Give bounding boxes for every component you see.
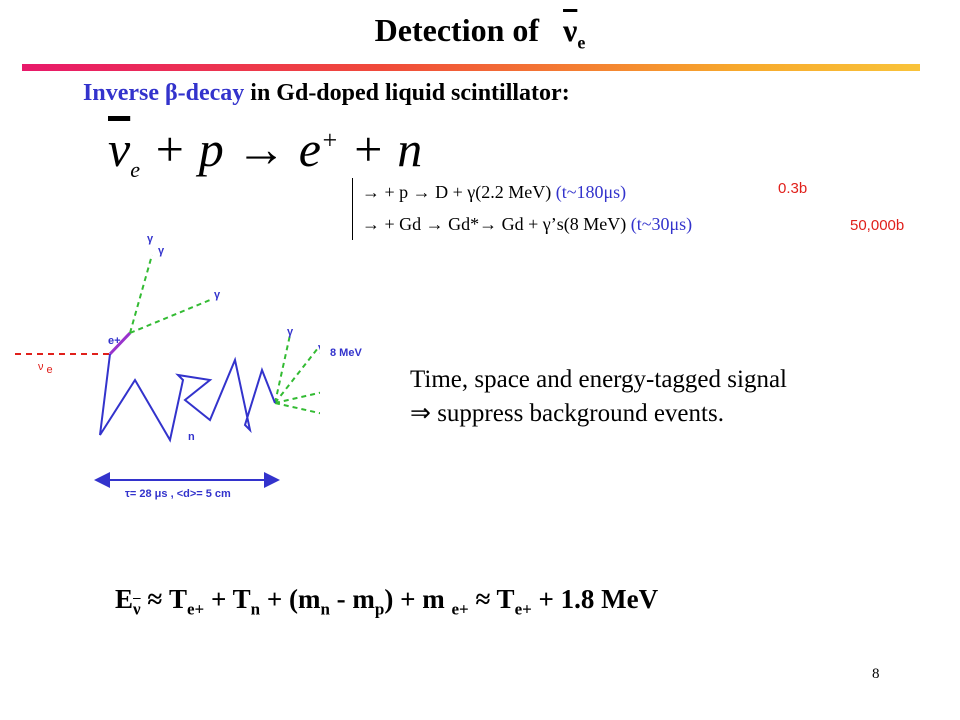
header-rule <box>22 64 920 71</box>
eq-text: + T <box>204 584 251 614</box>
eq-text: E <box>115 584 134 614</box>
signal-note: ⇒ suppress background events. <box>410 400 724 427</box>
eq-sub: e+ <box>186 599 205 619</box>
eq-sub: e+ <box>451 599 469 619</box>
eq-positron: e <box>298 121 321 177</box>
title-subscript: e <box>577 32 586 53</box>
gamma-label: γ <box>147 233 154 245</box>
reaction: → + p → D + γ(2.2 MeV) (t~180μs) <box>362 182 626 203</box>
energy-label: 8 MeV <box>330 347 362 359</box>
title: Detection of νe <box>0 12 960 53</box>
event-diagram: e+ νe γ γ γ γ γ γ γ n τ= 28 μs , <d>= 5 … <box>15 233 320 500</box>
eq-text: ) + m <box>384 584 452 614</box>
reaction: → + Gd → Gd*→ Gd + γ’s(8 MeV) (t~30μs) <box>362 214 692 235</box>
page-number: 8 <box>872 666 880 682</box>
eq-nu-sub: e <box>130 157 140 182</box>
eq-text: + (m <box>260 584 321 614</box>
eq-sub: e+ <box>514 599 532 619</box>
reaction-time: (t~180μs) <box>555 182 627 202</box>
title-symbol: ν <box>563 12 578 48</box>
reaction-text: → + Gd → Gd*→ Gd + γ’s(8 MeV) <box>362 214 627 234</box>
eq-sub: n <box>250 599 261 619</box>
energy-equation: Eν ≈ Te+ + Tn + (mn - mp) + m e+ ≈ Te+ +… <box>115 584 658 619</box>
subtitle: Inverse β-decay in Gd-doped liquid scint… <box>83 80 570 107</box>
eq-text: - m <box>329 584 375 614</box>
reaction-text: → + p → D + γ(2.2 MeV) <box>362 182 552 202</box>
gamma-label: γ <box>158 245 165 257</box>
bracket <box>352 178 353 240</box>
eq-positron-sup: + <box>320 125 339 155</box>
eq-middle: + p → <box>152 121 287 177</box>
title-text: Detection of <box>374 12 540 48</box>
eq-sub: n <box>320 599 330 619</box>
timing-label: τ= 28 μs , <d>= 5 cm <box>125 488 231 500</box>
eq-text: ≈ T <box>140 584 187 614</box>
eq-sub: p <box>374 599 385 619</box>
signal-note: Time, space and energy-tagged signal <box>410 366 787 393</box>
cross-section: 0.3b <box>778 180 808 197</box>
gamma-tracks <box>129 254 320 415</box>
gamma-label: γ <box>318 342 320 354</box>
positron-track <box>108 331 132 356</box>
eq-text: + 1.8 MeV <box>531 584 659 614</box>
gamma-label: γ <box>287 326 294 338</box>
gamma-label: γ <box>214 289 221 301</box>
eq-sub: ν <box>133 599 141 619</box>
eq-text: ≈ T <box>468 584 515 614</box>
reaction-time: (t~30μs) <box>630 214 693 234</box>
equation: νe + p → e+ + n <box>108 120 422 183</box>
neutrino-sub: e <box>47 364 53 376</box>
neutrino-symbol: ν <box>38 361 44 373</box>
eq-nu: ν <box>108 121 131 177</box>
subtitle-rest: in Gd-doped liquid scintillator: <box>244 80 570 106</box>
neutron-label: n <box>188 431 195 443</box>
cross-section: 50,000b <box>850 217 905 234</box>
positron-label: e+ <box>108 335 121 347</box>
eq-end: + n <box>350 121 423 177</box>
neutron-track <box>99 353 276 443</box>
subtitle-highlight: Inverse β-decay <box>83 80 245 106</box>
